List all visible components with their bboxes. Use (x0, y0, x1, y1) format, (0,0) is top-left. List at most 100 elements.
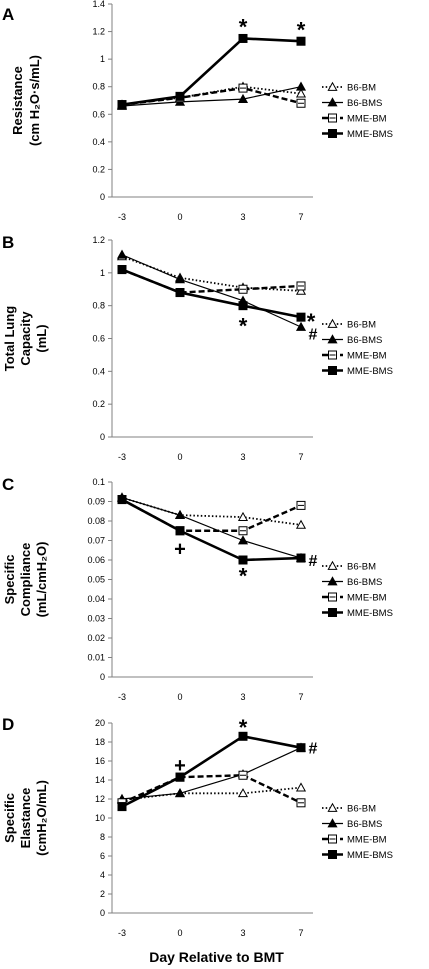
panel-a-xtick-label: 0 (177, 212, 182, 222)
panel-d-series-mme-bm-line (121, 774, 302, 804)
panel-d-annotation: * (239, 715, 248, 740)
panel-c-ytick-label: 0.04 (87, 594, 105, 604)
panel-d-xtick-label: 7 (298, 928, 303, 938)
panel-a-legend-label: MME-BMS (347, 129, 393, 140)
panel-d-legend-marker (327, 802, 338, 812)
panel-c-series-b6-bms-point (174, 509, 186, 520)
panel-c-letter: C (2, 475, 14, 494)
panel-d-xtick-label: 0 (177, 928, 182, 938)
panel-b-xtick-label: 0 (177, 452, 182, 462)
panel-b-ylabel-line: Capacity (18, 311, 33, 366)
panel-d-series-mme-bms-point (117, 802, 127, 812)
panel-c-ylabel-line: (mL/cmH₂O) (34, 542, 49, 618)
panel-b-ylabel-line: Total Lung (2, 306, 17, 372)
panel-b-legend-marker (328, 366, 337, 375)
x-axis-title: Day Relative to BMT (149, 949, 284, 965)
panel-d-ylabel-line: Elastance (18, 788, 33, 849)
panel-c-series-b6-bm-point (295, 519, 307, 529)
panel-d-legend-label: B6-BM (347, 804, 376, 815)
panel-a-ylabel-line: (cm H₂O·s/mL) (27, 55, 42, 146)
panel-b-annotation: * (239, 314, 248, 339)
panel-b-legend-label: B6-BMS (347, 335, 382, 346)
panel-c-legend-label: B6-BM (347, 562, 376, 573)
panel-d-legend-marker (328, 850, 337, 859)
panel-a-legend-marker (327, 81, 338, 91)
panel-d-letter: D (2, 715, 14, 734)
panel-c-series-b6-bm-point (237, 511, 249, 521)
panel-b-ytick-label: 1 (100, 268, 105, 278)
panel-c-xtick-label: 0 (177, 692, 182, 702)
panel-c-series-b6-bms-line (121, 497, 302, 559)
panel-d-ylabel-line: Specific (2, 793, 17, 843)
panel-b-ytick-label: 0.2 (92, 399, 105, 409)
panel-b-legend-label: MME-BMS (347, 366, 393, 377)
panel-d-ytick-label: 0 (100, 908, 105, 918)
panel-a-xtick-label: 7 (298, 212, 303, 222)
panel-d-series-b6-bm-line (121, 786, 302, 801)
panel-b-series-b6-bm-point (295, 285, 307, 295)
panel-c-legend-label: B6-BMS (347, 577, 382, 588)
panel-a-legend-label: B6-BM (347, 83, 376, 94)
panel-a-legend-label: MME-BM (347, 114, 387, 125)
panel-b-annotation: * (307, 309, 316, 334)
panel-b-legend-marker (327, 318, 338, 328)
panel-c-ylabel-line: Compliance (18, 543, 33, 617)
panel-a-legend-marker (328, 129, 337, 138)
panel-c-series-b6-bm-line (121, 496, 302, 526)
panel-d-legend-label: MME-BMS (347, 850, 393, 861)
panel-d-series-mme-bms-point (238, 731, 248, 741)
panel-a-ytick-label: 0.8 (92, 82, 105, 92)
panel-d-series-b6-bms-line (121, 747, 302, 800)
panel-a-series-mme-bms-point (117, 100, 127, 110)
panel-b-series-mme-bms-point (175, 288, 185, 298)
panel-d-series-mme-bms-point (175, 772, 185, 782)
panel-c-ytick-label: 0.07 (87, 536, 105, 546)
panel-d-ytick-label: 8 (100, 832, 105, 842)
panel-d-legend-label: MME-BM (347, 835, 387, 846)
panel-d-ytick-label: 14 (95, 775, 105, 785)
panel-c-legend-label: MME-BM (347, 593, 387, 604)
panel-d-ytick-label: 6 (100, 851, 105, 861)
panel-d-xtick-label: 3 (240, 928, 245, 938)
panel-d-series-mme-bms-point (296, 743, 306, 753)
panel-b-legend-marker (327, 334, 338, 344)
panel-b-xtick-label: 7 (298, 452, 303, 462)
panel-a-ytick-label: 1 (100, 54, 105, 64)
panel-d-series-b6-bms-point (174, 788, 186, 798)
panel-c-ytick-label: 0.03 (87, 614, 105, 624)
panel-c-legend-label: MME-BMS (347, 608, 393, 619)
panel-b-series-b6-bms-point (295, 321, 307, 331)
panel-c-legend-marker (327, 576, 338, 586)
panel-c-annotation: * (239, 564, 248, 589)
panel-d-ytick-label: 2 (100, 889, 105, 899)
panel-b-xtick-label: 3 (240, 452, 245, 462)
panel-a-ytick-label: 1.4 (92, 0, 105, 9)
panel-d-ytick-label: 18 (95, 737, 105, 747)
panel-c-annotation: # (309, 553, 318, 570)
panel-c-legend-marker (327, 560, 338, 570)
panel-a-series-b6-bms-point (237, 93, 249, 103)
panel-a-series-mme-bms-point (296, 36, 306, 46)
panel-d-ytick-label: 10 (95, 813, 105, 823)
panel-c-xtick-label: -3 (118, 692, 126, 702)
panel-b-ytick-label: 0.4 (92, 366, 105, 376)
panel-c-ylabel-line: Specific (2, 555, 17, 605)
panel-c-ytick-label: 0.05 (87, 575, 105, 585)
panel-a-series-b6-bm-point (295, 88, 307, 98)
panel-d-ytick-label: 4 (100, 870, 105, 880)
panel-a-xtick-label: 3 (240, 212, 245, 222)
panel-c-ytick-label: 0.1 (92, 477, 105, 487)
panel-a-series-mme-bms-line (121, 37, 302, 106)
panel-c-annotation: + (174, 538, 186, 560)
panel-b-series-mme-bms-point (296, 312, 306, 322)
panel-c-ytick-label: 0.06 (87, 555, 105, 565)
panel-a-ytick-label: 0.2 (92, 164, 105, 174)
panel-d-ytick-label: 12 (95, 794, 105, 804)
panel-c-series-mme-bms-point (117, 495, 127, 505)
panel-b-ytick-label: 0 (100, 432, 105, 442)
panel-b-ytick-label: 0.6 (92, 334, 105, 344)
panel-a-series-mme-bms-point (238, 33, 248, 43)
panel-c-series-mme-bms-line (121, 498, 302, 562)
panel-b-ylabel-line: (mL) (34, 324, 49, 352)
panel-d-series-mme-bms-line (121, 734, 302, 808)
